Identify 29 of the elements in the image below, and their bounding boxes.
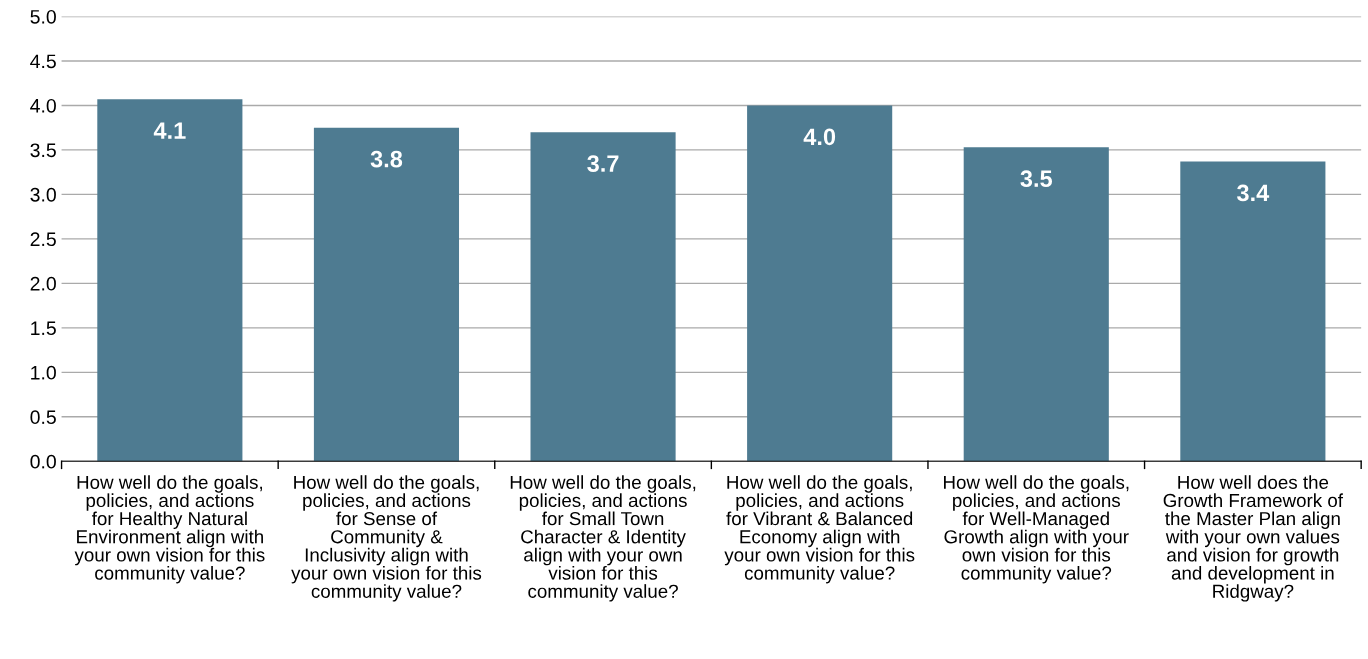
x-tick-label: How well do the goals, policies, and actions for Small Town Character & Identity align with your own vision for this community value? [510,475,696,602]
y-tick-label: 4.0 [30,98,56,113]
bar [747,105,893,462]
data-label: 3.7 [587,155,619,172]
y-tick-label: 4.5 [30,54,56,69]
y-tick-label: 3.5 [30,143,56,158]
x-tick-label: How well do the goals, policies, and actions for Sense of Community & Inclusivity align with your own vision for this community value? [291,475,482,602]
y-tick-label: 2.5 [30,232,56,247]
y-tick-label: 0.0 [30,454,56,469]
y-tick-label: 3.0 [30,187,56,202]
bar [97,99,243,462]
y-tick-label: 1.0 [31,365,56,380]
bar [530,132,676,462]
x-tick-label: How well do the goals, policies, and actions for Vibrant & Balanced Economy align with your own vision for this community value? [724,475,915,584]
x-tick-label: How well do the goals, policies, and actions for Healthy Natural Environment align with your own vision for this community value? [74,475,265,584]
x-tick-label: How well does the Growth Framework of the Master Plan align with your own values and vision for growth and development in Ridgway? [1163,475,1344,602]
bar [1180,161,1326,462]
data-label: 4.1 [153,122,186,139]
data-label: 4.0 [803,128,836,146]
x-tick-label: How well do the goals, policies, and actions for Well-Managed Growth align with your own vision for this community value? [944,475,1129,584]
data-label: 3.4 [1236,184,1270,202]
y-tick-label: 5.0 [30,9,56,24]
y-tick-label: 2.0 [30,276,56,291]
y-tick-label: 0.5 [30,410,56,425]
data-label: 3.8 [370,150,403,168]
data-label: 3.5 [1020,170,1053,188]
bar [963,147,1109,462]
y-tick-label: 1.5 [31,321,56,336]
bar [313,127,460,462]
